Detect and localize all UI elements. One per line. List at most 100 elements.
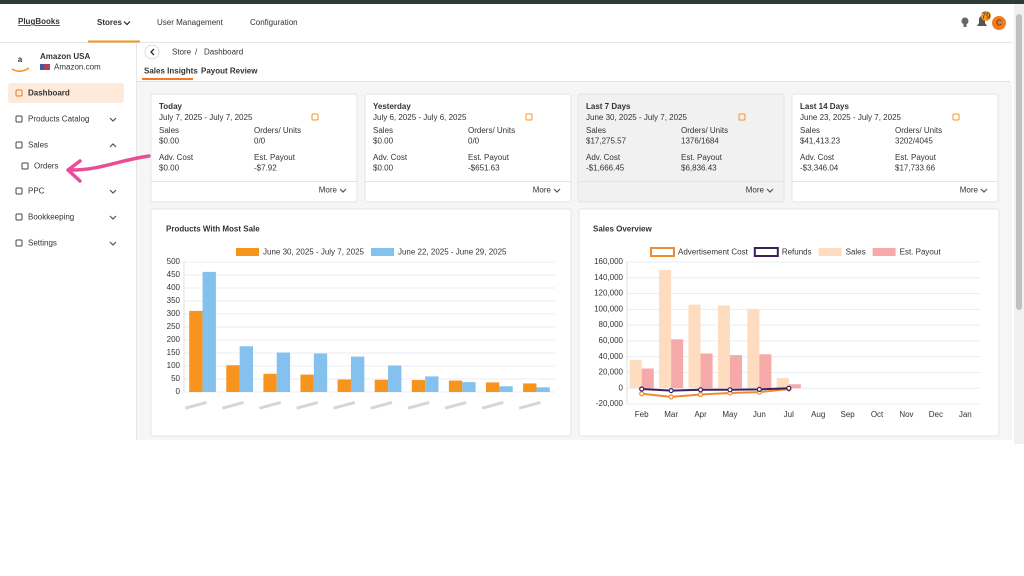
x-tick-label: May: [722, 410, 737, 419]
line-series: [641, 387, 789, 392]
bar: [485, 382, 500, 392]
metric-label: Sales: [800, 126, 820, 135]
menu-icon: [15, 115, 23, 123]
menu-item[interactable]: Settings: [28, 239, 57, 248]
more-link[interactable]: More: [533, 186, 552, 195]
nav-item[interactable]: User Management: [157, 18, 224, 27]
more-link[interactable]: More: [960, 186, 979, 195]
bar: [374, 379, 389, 392]
y-tick-label: 150: [167, 348, 181, 357]
x-tick-label-blurred: [481, 400, 504, 410]
metric-label: Orders/ Units: [681, 126, 728, 135]
x-tick-label: Dec: [929, 410, 943, 419]
y-tick-label: 200: [167, 335, 181, 344]
more-link[interactable]: More: [319, 186, 338, 195]
legend-swatch[interactable]: [370, 248, 394, 256]
line-point: [668, 394, 674, 400]
legend-swatch[interactable]: [753, 247, 779, 257]
bar: [536, 387, 550, 392]
bar: [189, 310, 203, 392]
metric-label: Orders/ Units: [254, 126, 301, 135]
legend-swatch[interactable]: [818, 248, 842, 256]
menu-item[interactable]: Products Catalog: [28, 115, 89, 124]
card-title: Last 14 Days: [800, 102, 849, 111]
line-point: [786, 385, 792, 391]
legend-swatch[interactable]: [650, 247, 675, 257]
tab[interactable]: Payout Review: [201, 67, 258, 76]
legend-swatch[interactable]: [236, 248, 259, 256]
legend-label[interactable]: Refunds: [782, 248, 812, 257]
card-range: July 6, 2025 - July 6, 2025: [373, 113, 467, 122]
menu-item[interactable]: Sales: [28, 141, 48, 150]
logo: PlugBooks: [18, 17, 60, 26]
line-point: [639, 391, 645, 397]
more-link[interactable]: More: [746, 186, 765, 195]
y-tick-label: 140,000: [594, 273, 623, 282]
menu-item[interactable]: Bookkeeping: [28, 213, 74, 222]
legend-label[interactable]: Advertisement Cost: [678, 248, 749, 257]
x-tick-label: Feb: [635, 410, 649, 419]
metric-value: $0.00: [373, 164, 394, 173]
y-tick-label: 40,000: [599, 352, 624, 361]
legend-label[interactable]: June 30, 2025 - July 7, 2025: [263, 248, 365, 257]
metric-value: -$1,666.45: [586, 164, 625, 173]
line-point: [639, 386, 645, 392]
bar: [659, 269, 672, 389]
calendar-icon[interactable]: [738, 113, 746, 121]
calendar-icon[interactable]: [952, 113, 960, 121]
legend-label[interactable]: Est. Payout: [900, 248, 942, 257]
metric-label: Sales: [373, 126, 393, 135]
back-arrow: [150, 48, 155, 56]
legend-swatch[interactable]: [872, 248, 896, 256]
metric-label: Est. Payout: [895, 153, 937, 162]
chevron: [109, 241, 117, 246]
tab[interactable]: Sales Insights: [144, 67, 198, 76]
menu-item[interactable]: Orders: [34, 162, 58, 171]
bulb-base: [963, 24, 967, 27]
breadcrumb-item[interactable]: Store: [172, 48, 192, 57]
bulb-icon[interactable]: [961, 17, 969, 25]
calendar-icon[interactable]: [311, 113, 319, 121]
metric-value: -$651.63: [468, 164, 500, 173]
menu-item[interactable]: Dashboard: [28, 89, 70, 98]
store-logo: a: [18, 55, 23, 64]
metric-label: Adv. Cost: [373, 153, 408, 162]
nav-item[interactable]: Stores: [97, 18, 122, 27]
avatar[interactable]: [992, 16, 1006, 30]
back-button[interactable]: [144, 44, 160, 60]
chart-title: Sales Overview: [593, 225, 652, 234]
y-tick-label: 20,000: [599, 368, 624, 377]
legend-label[interactable]: June 22, 2025 - June 29, 2025: [398, 248, 507, 257]
y-tick-label: 300: [167, 309, 181, 318]
metric-value: $0.00: [373, 137, 394, 146]
card-range: July 7, 2025 - July 7, 2025: [159, 113, 253, 122]
metric-value: 3202/4045: [895, 137, 933, 146]
x-tick-label: Jul: [784, 410, 794, 419]
x-tick-label-blurred: [444, 400, 467, 410]
calendar-icon[interactable]: [525, 113, 533, 121]
bar: [523, 383, 537, 392]
legend-label[interactable]: Sales: [846, 248, 866, 257]
metric-label: Est. Payout: [254, 153, 296, 162]
breadcrumb-item: Dashboard: [204, 48, 243, 57]
y-tick-label: 100: [167, 361, 181, 370]
metric-value: -$3,346.04: [800, 164, 839, 173]
y-tick-label: 350: [167, 296, 181, 305]
scrollbar-thumb[interactable]: [1016, 14, 1022, 310]
line-point: [697, 387, 704, 393]
y-tick-label: 120,000: [594, 289, 623, 298]
chevron: [109, 143, 117, 148]
menu-item[interactable]: PPC: [28, 187, 45, 196]
x-tick-label: Oct: [871, 410, 884, 419]
metric-value: $17,733.66: [895, 164, 936, 173]
card-title: Today: [159, 102, 183, 111]
card-range: June 23, 2025 - July 7, 2025: [800, 113, 902, 122]
x-tick-label-blurred: [518, 400, 541, 410]
bar: [411, 380, 426, 392]
x-tick-label-blurred: [222, 400, 245, 410]
bar: [671, 339, 684, 389]
summary-card: [577, 93, 785, 203]
x-tick-label-blurred: [259, 400, 282, 410]
nav-item[interactable]: Configuration: [250, 18, 298, 27]
metric-label: Adv. Cost: [159, 153, 194, 162]
